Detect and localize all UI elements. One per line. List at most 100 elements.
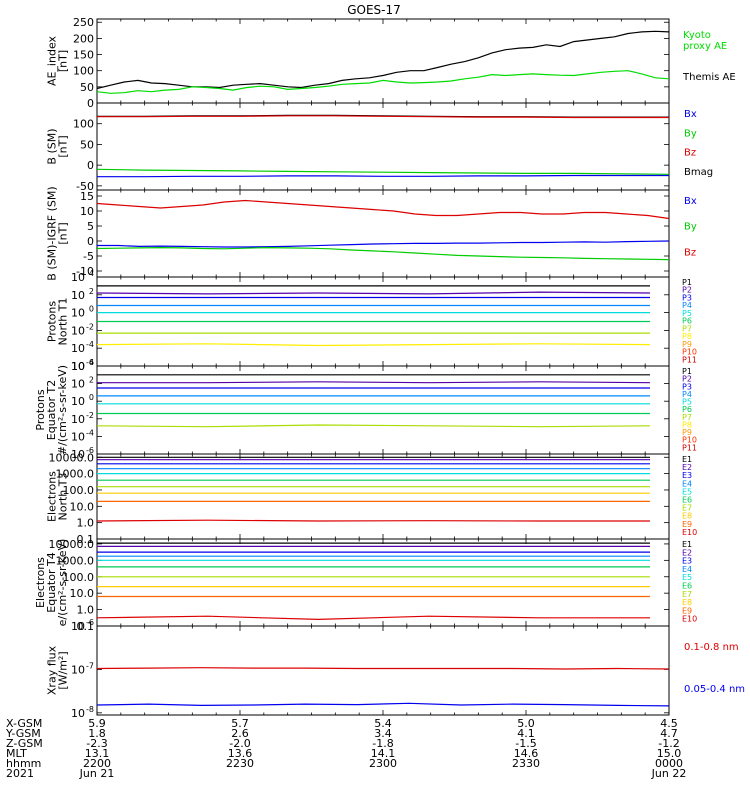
legend-item-p11: P11 [682, 355, 697, 364]
legend-item-p9: P9 [682, 428, 692, 437]
series-line-0-05-0-4-nm [96, 702, 670, 707]
time-axis-row-label: MLT [6, 747, 27, 760]
y-tick-exponent: 2 [89, 287, 94, 296]
legend-item-p3: P3 [682, 293, 692, 302]
legend-item-p10: P10 [682, 436, 697, 445]
series-line-bz [97, 115, 669, 119]
y-tick-label: 5 [87, 220, 94, 233]
y-tick-label: 10 [71, 378, 85, 391]
time-axis-value: Jun 22 [651, 767, 687, 780]
legend-item-e3: E3 [682, 471, 692, 480]
time-axis-value: 2.6 [231, 727, 249, 740]
legend-item-p1: P1 [682, 367, 692, 376]
y-tick-exponent: -8 [86, 705, 94, 714]
legend-item-e5: E5 [682, 573, 692, 582]
legend-item-bz: Bz [684, 148, 696, 159]
y-axis-label: [nT] [57, 222, 70, 244]
y-tick-exponent: 4 [89, 358, 94, 367]
y-axis-label: Protons [34, 389, 47, 430]
legend-item-e9: E9 [682, 520, 692, 529]
y-axis-label: Xray flux [46, 645, 59, 695]
y-axis-label: Electrons [34, 557, 47, 608]
y-tick-exponent: 4 [89, 269, 94, 278]
y-tick-label: 15 [80, 190, 94, 203]
y-tick-label: -50 [76, 180, 94, 193]
legend-item-0-1-0-8-nm: 0.1-0.8 nm [684, 642, 739, 653]
y-tick-label: 10 [71, 413, 85, 426]
y-tick-label: 100 [73, 118, 94, 131]
y-axis-label: Electrons [46, 471, 59, 522]
time-axis-value: -1.2 [658, 737, 679, 750]
y-tick-label: 200 [73, 32, 94, 45]
panel-frame [96, 453, 670, 540]
y-tick-label: 10 [71, 707, 85, 720]
y-tick-exponent: 0 [89, 305, 94, 314]
legend-item-bx: Bx [684, 109, 697, 120]
time-axis-value: 4.5 [660, 717, 678, 730]
time-axis-value: 4.7 [660, 727, 678, 740]
legend-item-p11: P11 [682, 443, 697, 452]
y-axis-label: [W/m²] [57, 651, 70, 689]
time-axis-row-label: Y-GSM [5, 727, 41, 740]
y-tick-exponent: -4 [86, 428, 94, 437]
legend-item-p7: P7 [682, 413, 692, 422]
legend-item-by: By [684, 128, 697, 139]
y-tick-label: 50 [80, 138, 94, 151]
time-axis-row-label: Z-GSM [6, 737, 43, 750]
time-axis-value: 0000 [655, 757, 683, 770]
y-tick-label: 10.0 [70, 587, 95, 600]
panel-frame [96, 365, 670, 455]
legend-item-p5: P5 [682, 398, 692, 407]
time-axis-value: 1.8 [88, 727, 106, 740]
y-tick-exponent: -7 [86, 661, 94, 670]
time-axis-value: -1.5 [515, 737, 536, 750]
legend-item-p4: P4 [682, 301, 692, 310]
legend-item-e4: E4 [682, 565, 692, 574]
legend-item-p8: P8 [682, 420, 692, 429]
legend-item-e7: E7 [682, 590, 692, 599]
legend-item-p5: P5 [682, 309, 692, 318]
time-axis-value: 14.1 [371, 747, 396, 760]
y-tick-label: 10 [71, 342, 85, 355]
time-axis-value: 15.0 [657, 747, 682, 760]
y-tick-exponent: -2 [86, 322, 94, 331]
series-line-p2 [96, 291, 651, 295]
y-tick-label: 150 [73, 49, 94, 62]
series-line-by [96, 168, 670, 175]
legend-item-bz: Bz [684, 247, 696, 258]
y-axis-label: Equator T2 [45, 380, 58, 440]
y-tick-label: 1000.0 [56, 468, 95, 481]
series-line-bx [97, 240, 670, 248]
y-tick-exponent: -6 [86, 358, 94, 367]
time-axis-value: 5.7 [231, 717, 249, 730]
series-line-by [96, 246, 670, 261]
series-line-e10 [96, 519, 650, 522]
series-line-bz [96, 199, 670, 220]
y-axis-label: North T3 [57, 473, 70, 521]
y-tick-label: 0.1 [77, 620, 95, 633]
time-axis-value: 3.4 [374, 727, 392, 740]
y-tick-label: 100.0 [63, 484, 95, 497]
legend-item-p6: P6 [682, 317, 692, 326]
legend-item-p1: P1 [682, 278, 692, 287]
legend-item-e2: E2 [682, 548, 692, 557]
y-axis-label: #/(cm²-s-sr-keV) [56, 365, 69, 455]
legend-item-p2: P2 [682, 286, 692, 295]
series-line-kyoto-proxy-ae [96, 70, 670, 94]
legend-item-0-05-0-4-nm: 0.05-0.4 nm [684, 684, 745, 695]
time-axis-value: 5.4 [374, 717, 392, 730]
y-tick-label: 0 [87, 97, 94, 110]
time-axis-value: -1.8 [372, 737, 393, 750]
legend-item-e10: E10 [682, 615, 697, 624]
y-tick-exponent: -2 [86, 411, 94, 420]
y-axis-label: AE_index [46, 35, 59, 86]
legend-item-e6: E6 [682, 496, 692, 505]
legend-item-e2: E2 [682, 463, 692, 472]
y-tick-label: 0.1 [77, 533, 95, 546]
legend-item-e1: E1 [682, 455, 692, 464]
legend-item-e6: E6 [682, 582, 692, 591]
